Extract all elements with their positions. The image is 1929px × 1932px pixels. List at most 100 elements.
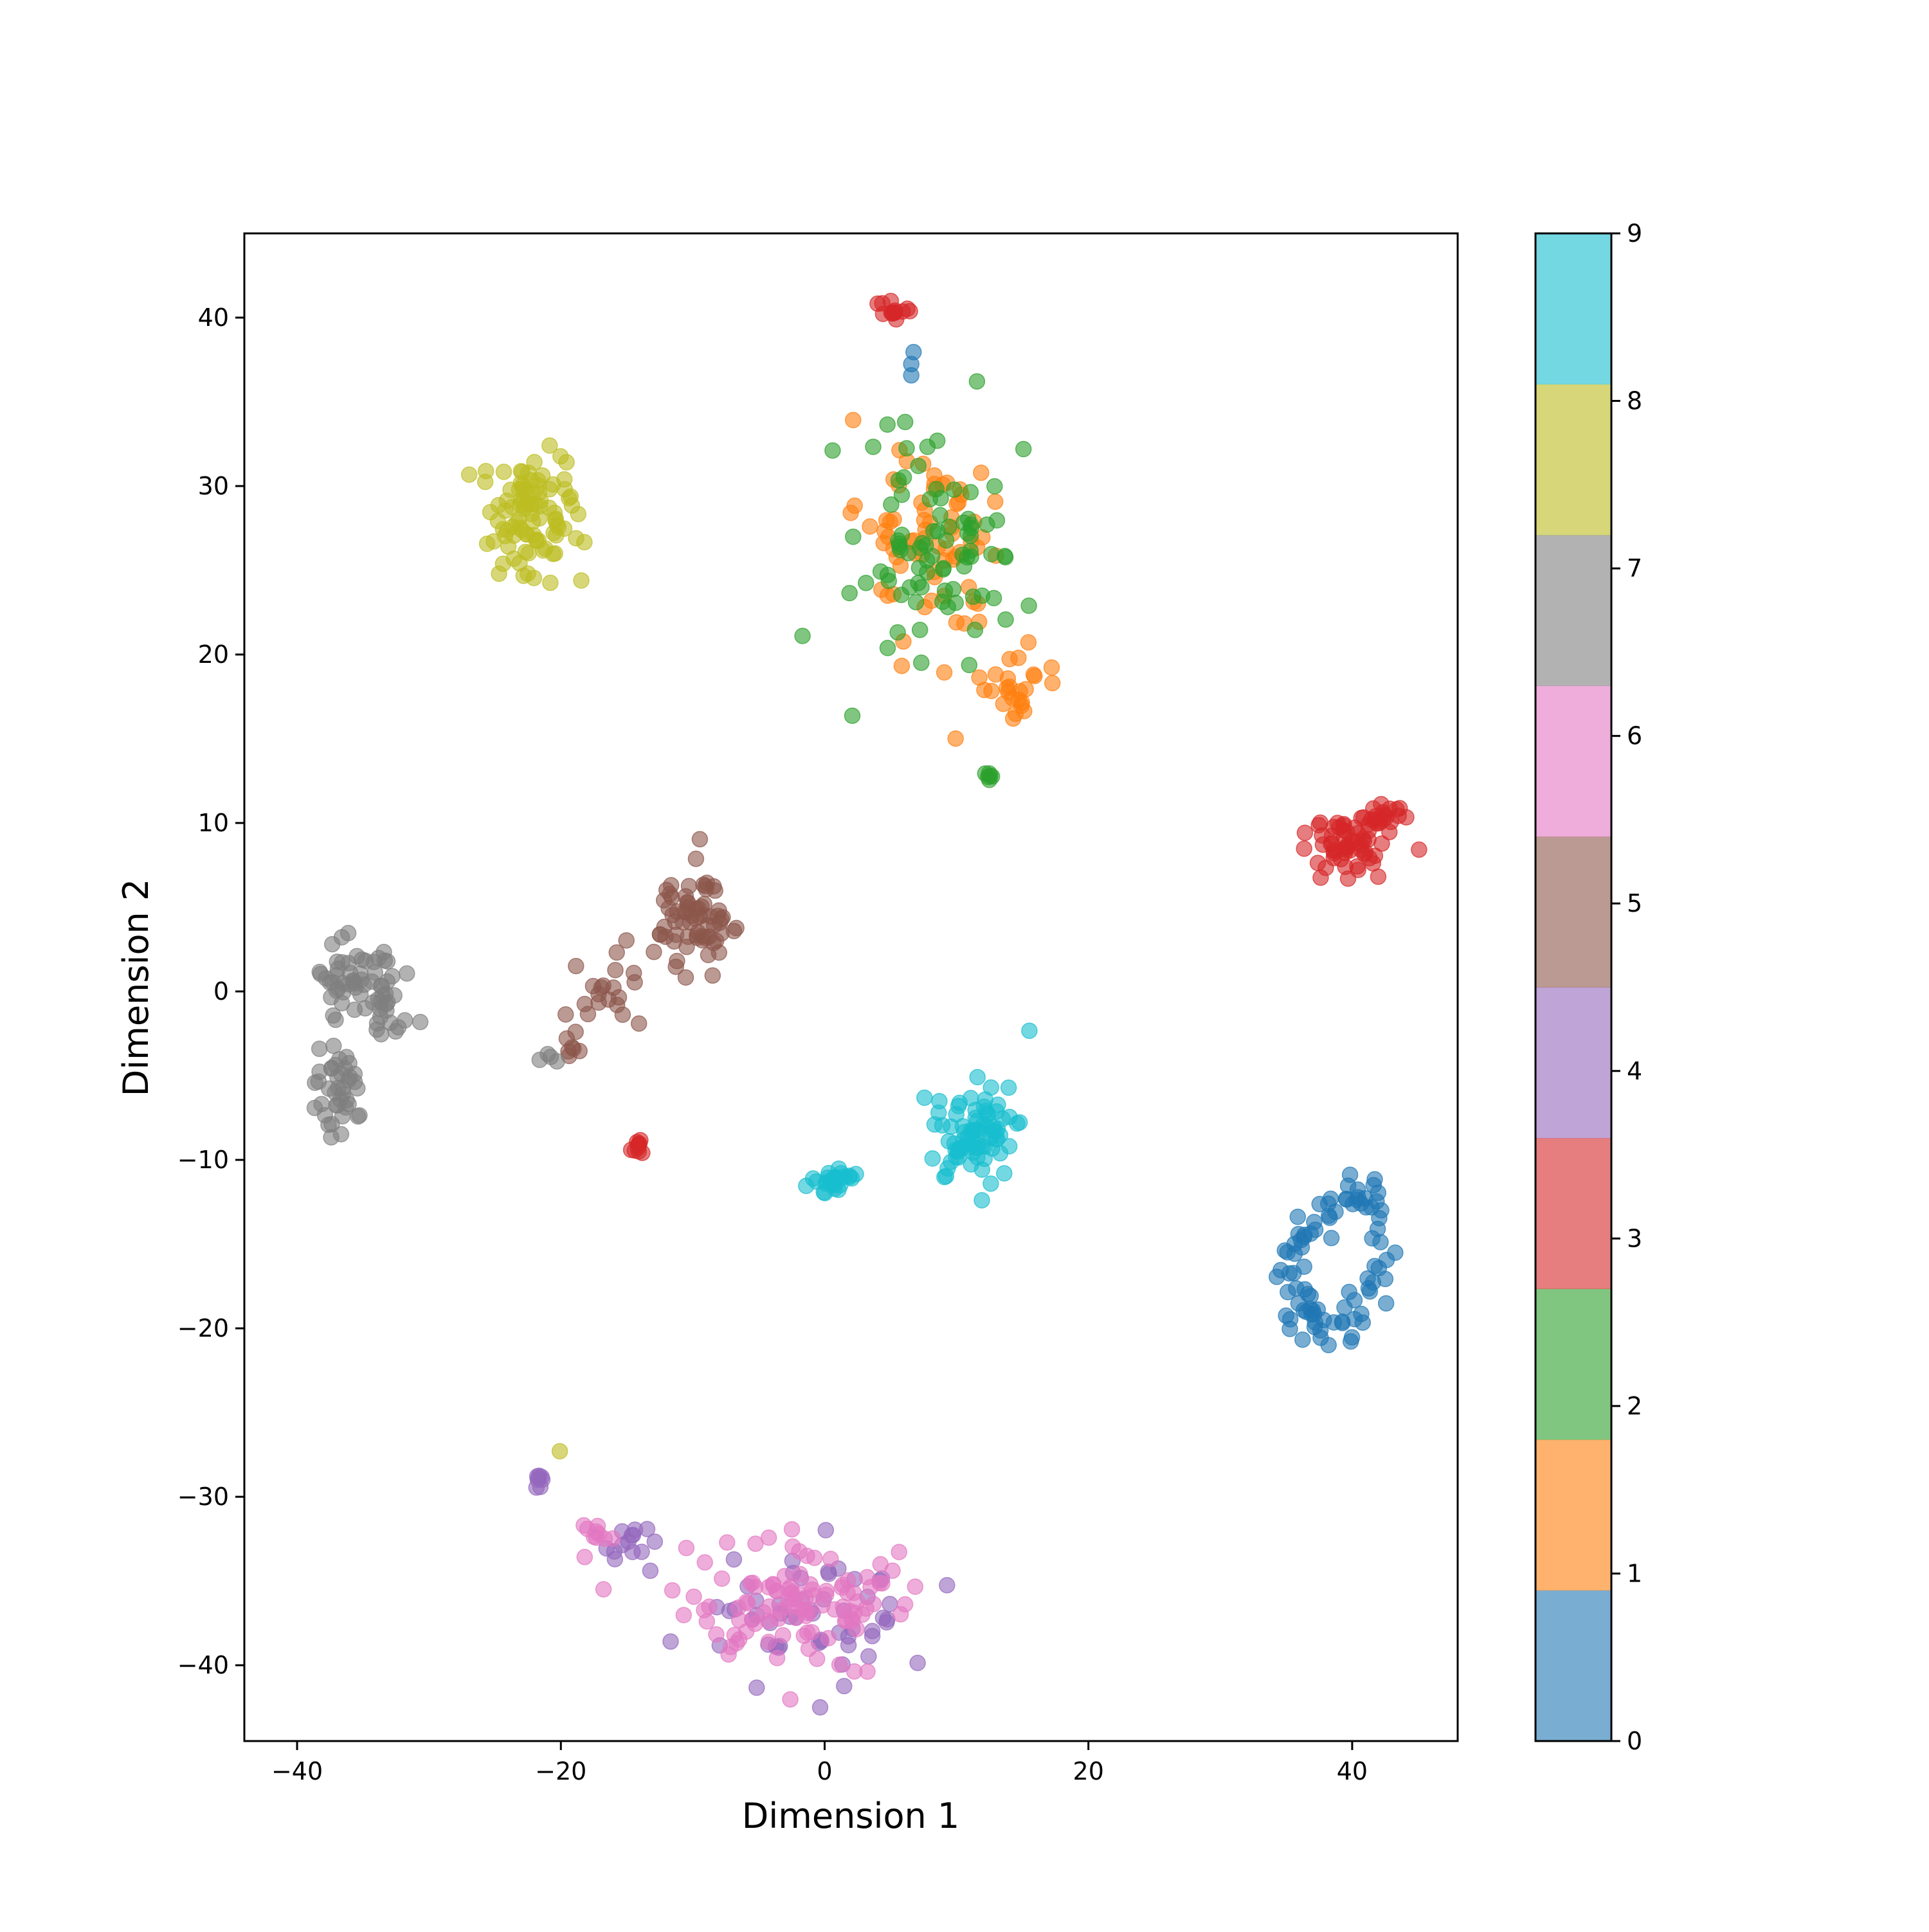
scatter-point-class-8: [573, 572, 590, 589]
scatter-point-class-0: [1361, 1283, 1379, 1300]
scatter-point-class-7: [311, 964, 328, 980]
scatter-point-class-3: [622, 1141, 640, 1159]
scatter-point-class-8: [551, 1443, 568, 1459]
scatter-point-class-9: [847, 1166, 864, 1182]
scatter-point-class-7: [313, 1096, 330, 1112]
scatter-point-class-3: [1373, 835, 1390, 852]
scatter-point-class-2: [913, 655, 930, 671]
scatter-point-class-7: [386, 987, 403, 1004]
scatter-point-class-0: [1276, 1242, 1294, 1259]
scatter-point-class-5: [669, 952, 685, 970]
scatter-point-class-4: [638, 1521, 656, 1537]
scatter-point-class-9: [948, 1106, 964, 1123]
scatter-point-class-4: [874, 1609, 892, 1627]
scatter-point-class-2: [883, 496, 900, 513]
scatter-point-class-6: [835, 1598, 851, 1615]
scatter-point-class-7: [346, 1001, 363, 1018]
scatter-point-class-9: [974, 1192, 990, 1209]
scatter-point-class-0: [1341, 1166, 1359, 1183]
scatter-point-class-4: [748, 1679, 765, 1696]
scatter-point-class-0: [1325, 1314, 1343, 1331]
scatter-point-class-6: [822, 1551, 839, 1567]
scatter-point-class-7: [336, 1060, 354, 1077]
scatter-point-class-0: [1300, 1286, 1317, 1303]
colorbar-segment-3: [1535, 1138, 1611, 1289]
scatter-point-class-0: [1342, 1333, 1359, 1350]
scatter-point-class-6: [859, 1663, 876, 1680]
scatter-point-class-6: [891, 1544, 907, 1560]
scatter-point-class-0: [1366, 1171, 1383, 1188]
scatter-point-class-6: [761, 1598, 778, 1615]
colorbar-segment-2: [1535, 1288, 1611, 1440]
scatter-point-class-5: [677, 888, 694, 905]
scatter-point-class-2: [890, 532, 907, 549]
scatter-point-class-2: [997, 611, 1014, 628]
scatter-point-class-5: [725, 923, 743, 939]
scatter-point-class-4: [725, 1551, 743, 1568]
scatter-point-class-4: [662, 1633, 679, 1650]
scatter-point-class-4: [530, 1469, 547, 1486]
scatter-point-class-7: [351, 1107, 368, 1124]
scatter-point-class-2: [858, 574, 874, 591]
scatter-point-class-2: [961, 656, 978, 674]
scatter-point-class-2: [945, 581, 962, 598]
colorbar-segment-5: [1535, 836, 1611, 988]
scatter-point-class-9: [996, 1165, 1013, 1182]
scatter-point-class-7: [323, 1115, 340, 1133]
scatter-point-class-6: [675, 1607, 693, 1623]
scatter-point-class-9: [924, 1150, 941, 1167]
scatter-point-class-8: [541, 437, 558, 454]
y-tick-label: 40: [198, 303, 229, 332]
scatter-point-class-0: [1377, 1270, 1394, 1288]
scatter-point-class-1: [1001, 678, 1018, 695]
scatter-point-class-7: [338, 1092, 355, 1108]
scatter-point-class-5: [646, 943, 662, 961]
scatter-point-class-8: [568, 530, 584, 546]
scatter-point-class-3: [1312, 814, 1329, 831]
scatter-point-class-6: [846, 1584, 862, 1602]
scatter-point-class-5: [689, 924, 707, 941]
x-tick-label: 40: [1337, 1757, 1368, 1785]
scatter-point-class-0: [1378, 1251, 1395, 1268]
scatter-point-class-0: [1336, 1299, 1353, 1316]
scatter-point-class-6: [576, 1549, 593, 1566]
scatter-point-class-0: [1341, 1283, 1357, 1301]
scatter-point-class-5: [608, 944, 625, 961]
scatter-point-class-8: [476, 473, 494, 491]
scatter-point-class-8: [542, 574, 559, 591]
scatter-point-class-8: [558, 454, 575, 471]
y-tick-label: 20: [198, 640, 229, 669]
scatter-point-class-0: [1311, 1196, 1328, 1213]
x-tick-label: −40: [271, 1757, 323, 1785]
colorbar-tick-label: 6: [1627, 722, 1642, 750]
scatter-point-class-6: [685, 1588, 702, 1605]
scatter-point-class-6: [585, 1528, 602, 1545]
scatter-point-class-6: [768, 1650, 786, 1666]
scatter-point-class-2: [937, 532, 955, 549]
scatter-point-class-7: [332, 1126, 350, 1142]
scatter-point-class-3: [1341, 842, 1359, 859]
scatter-point-class-1: [845, 411, 862, 429]
scatter-point-class-3: [1325, 849, 1342, 867]
colorbar-segment-6: [1535, 685, 1611, 837]
scatter-point-class-6: [799, 1548, 815, 1564]
scatter-point-class-0: [1303, 1306, 1320, 1323]
scatter-point-class-7: [372, 1000, 389, 1018]
scatter-point-class-5: [658, 881, 675, 899]
scatter-point-class-3: [1339, 870, 1357, 887]
scatter-point-class-5: [608, 997, 626, 1013]
scatter-point-class-7: [396, 1012, 413, 1029]
scatter-point-class-6: [782, 1691, 799, 1708]
scatter-point-class-2: [794, 627, 811, 644]
scatter-point-class-5: [667, 926, 685, 943]
scatter-point-class-3: [899, 300, 916, 317]
scatter-point-class-1: [893, 657, 910, 674]
scatter-point-class-2: [962, 542, 979, 559]
scatter-point-class-4: [840, 1637, 857, 1654]
scatter-point-class-6: [783, 1521, 801, 1538]
scatter-point-class-3: [1323, 835, 1341, 851]
y-axis-label: Dimension 2: [116, 879, 156, 1097]
scatter-point-class-4: [642, 1562, 659, 1579]
scatter-point-class-2: [890, 472, 907, 489]
